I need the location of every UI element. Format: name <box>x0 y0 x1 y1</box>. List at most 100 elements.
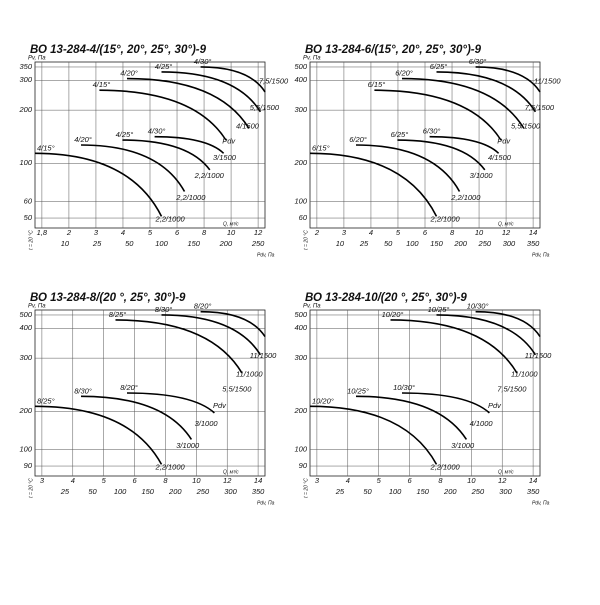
motor-label: 7,5/1500 <box>525 103 555 112</box>
x2-axis-label: Pdv, Па <box>532 252 550 258</box>
curve-label: 8/30° <box>74 386 92 395</box>
y-tick-label: 400 <box>294 323 307 332</box>
motor-label: 3/1000 <box>451 441 475 450</box>
motor-label: 2,2/1000 <box>155 462 186 471</box>
motor-label: Pdv <box>488 401 502 410</box>
x2-tick-label: 300 <box>503 239 516 248</box>
performance-curve <box>355 395 468 440</box>
panel: ВО 13-284-6/(15°, 20°, 25°, 30°)-9Pv, Па… <box>293 44 561 258</box>
x2-tick-label: 25 <box>335 487 345 496</box>
curve-label: 4/30° <box>148 127 166 136</box>
x-tick-label: 4 <box>346 476 350 485</box>
performance-curve <box>154 135 225 154</box>
motor-label: 2,2/1000 <box>194 171 225 180</box>
performance-curve <box>122 139 211 171</box>
side-label: t = 20 °C <box>303 230 309 250</box>
motor-label: 2,2/1000 <box>155 214 186 223</box>
motor-label: 7,5/1500 <box>259 77 289 86</box>
x2-tick-label: 200 <box>168 487 182 496</box>
x-tick-label: 4 <box>71 476 75 485</box>
curve-label: 10/25° <box>428 305 450 314</box>
performance-curve <box>126 392 215 414</box>
x-tick-label: 5 <box>396 228 401 237</box>
x-tick-label: 10 <box>192 476 201 485</box>
x-tick-label: 2 <box>66 228 72 237</box>
panel-title: ВО 13-284-4/(15°, 20°, 25°, 30°)-9 <box>30 44 207 56</box>
x-tick-label: 3 <box>315 476 320 485</box>
x2-axis-label: Pdv, Па <box>257 252 275 258</box>
x2-tick-label: 200 <box>219 239 233 248</box>
x2-tick-label: 200 <box>443 487 457 496</box>
x-tick-label: 10 <box>475 228 484 237</box>
y-tick-label: 200 <box>293 406 307 415</box>
x-tick-label: 14 <box>529 228 537 237</box>
motor-label: 5,5/1500 <box>222 384 252 393</box>
x-tick-label: 8 <box>202 228 207 237</box>
x2-tick-label: 25 <box>60 487 70 496</box>
panel-title: ВО 13-284-10/(20 °, 25°, 30°)-9 <box>305 292 467 304</box>
curve-label: 6/25° <box>391 130 409 139</box>
y-tick-label: 100 <box>19 444 32 453</box>
performance-curve <box>126 77 250 129</box>
x2-tick-label: 25 <box>92 239 102 248</box>
motor-label: 3/1000 <box>470 171 494 180</box>
motor-label: 2,2/1000 <box>430 214 461 223</box>
performance-curve <box>80 144 186 192</box>
x-tick-label: 6 <box>132 476 137 485</box>
y-tick-label: 100 <box>294 196 307 205</box>
x2-tick-label: 150 <box>141 487 154 496</box>
x2-tick-label: 350 <box>527 239 540 248</box>
y-tick-label: 350 <box>19 62 32 71</box>
y-tick-label: 100 <box>294 444 307 453</box>
x-axis-label: Q, м³/с <box>223 221 239 227</box>
side-label: t = 20 °C <box>28 478 34 498</box>
x2-tick-label: 300 <box>499 487 512 496</box>
y-tick-label: 60 <box>24 196 33 205</box>
x-tick-label: 3 <box>40 476 45 485</box>
curve-label: 6/30° <box>469 57 487 66</box>
x2-tick-label: 10 <box>61 239 70 248</box>
y-tick-label: 100 <box>19 158 32 167</box>
x2-tick-label: 50 <box>384 239 393 248</box>
curve-label: 4/25° <box>116 130 134 139</box>
x2-tick-label: 100 <box>155 239 168 248</box>
motor-label: Pdv <box>213 401 227 410</box>
curve-label: 6/15° <box>368 80 386 89</box>
x2-tick-label: 300 <box>224 487 237 496</box>
x2-axis-label: Pdv, Па <box>532 500 550 506</box>
side-label: t = 20 °C <box>303 478 309 498</box>
x2-tick-label: 250 <box>478 239 492 248</box>
y-tick-label: 500 <box>294 310 307 319</box>
performance-curve <box>200 66 266 93</box>
panel: ВО 13-284-8/(20 °, 25°, 30°)-9Pv, Па t = … <box>18 292 277 506</box>
y-tick-label: 400 <box>294 75 307 84</box>
motor-label: 11/1000 <box>236 369 263 378</box>
x-tick-label: 6 <box>175 228 180 237</box>
x-tick-label: 3 <box>342 228 347 237</box>
x-tick-label: 2 <box>314 228 320 237</box>
y-tick-label: 500 <box>19 310 32 319</box>
x2-tick-label: 50 <box>88 487 97 496</box>
motor-label: Pdv <box>497 136 511 145</box>
x-tick-label: 14 <box>254 476 262 485</box>
y-tick-label: 300 <box>19 353 32 362</box>
curve-label: 10/30° <box>467 302 489 311</box>
motor-label: 2,2/1000 <box>430 462 461 471</box>
curve-label: 6/20° <box>349 135 367 144</box>
x-tick-label: 1,8 <box>37 228 48 237</box>
y-tick-label: 50 <box>24 213 33 222</box>
motor-label: 11/1500 <box>525 351 552 360</box>
x2-tick-label: 250 <box>471 487 485 496</box>
motor-label: 7,5/1500 <box>497 384 527 393</box>
curve-label: 4/15° <box>93 80 111 89</box>
motor-label: 5,5/1500 <box>250 103 280 112</box>
motor-label: 3/1000 <box>176 441 200 450</box>
x-axis-label: Q, м³/с <box>498 469 514 475</box>
motor-label: 3/1000 <box>195 419 219 428</box>
performance-curve <box>161 71 262 113</box>
curve-label: 8/25° <box>37 396 55 405</box>
curve-label: 10/20° <box>312 396 334 405</box>
x-tick-label: 12 <box>223 476 232 485</box>
curve-label: 4/30° <box>194 57 212 66</box>
y-axis-label: Pv, Па <box>303 56 321 62</box>
